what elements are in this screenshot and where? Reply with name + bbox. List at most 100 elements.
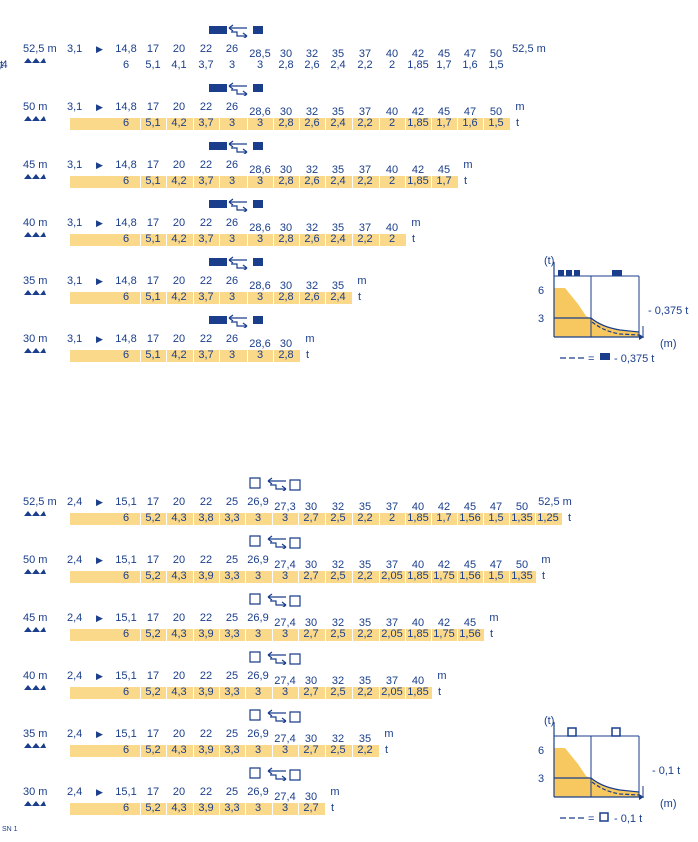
radius-header: 26 [225, 43, 239, 55]
cell-separator [219, 292, 220, 304]
capacity-value: 5,2 [145, 744, 161, 756]
cell-separator [405, 629, 406, 641]
radius-header: 37 [358, 106, 372, 118]
radius-header: 22 [199, 101, 213, 113]
radius-header: 17 [146, 612, 160, 624]
radius-header: 14,8 [115, 101, 137, 113]
capacity-band [70, 571, 536, 583]
radius-header: m [437, 670, 447, 682]
capacity-value: 3,7 [198, 59, 214, 71]
cell-separator [272, 513, 273, 525]
radius-header: 30 [304, 559, 318, 571]
unit-label: t [385, 744, 389, 756]
radius-header: 27,4 [274, 559, 296, 571]
capacity-band [70, 629, 484, 641]
cell-separator [483, 60, 484, 72]
jib-length: 52,5 m [23, 43, 57, 55]
capacity-value: 4,2 [171, 117, 187, 129]
cell-separator [457, 571, 458, 583]
capacity-value: 1,85 [407, 175, 429, 187]
capacity-band [70, 176, 458, 188]
radius-header: 20 [172, 217, 186, 229]
capacity-value: 2 [388, 233, 396, 245]
cell-separator [298, 571, 299, 583]
capacity-value: 2,6 [304, 117, 320, 129]
radius-header: 40 [385, 164, 399, 176]
capacity-value: 3 [228, 59, 236, 71]
graph-legend-eq: = [588, 353, 594, 365]
radius-header: 45 [463, 501, 477, 513]
radius-header: 37 [385, 559, 399, 571]
radius-header: 27,4 [274, 675, 296, 687]
cell-separator [140, 234, 141, 246]
capacity-value: 3 [228, 291, 236, 303]
graph-tick-6: 6 [538, 745, 544, 757]
radius-header: 30 [304, 675, 318, 687]
capacity-value: 5,1 [145, 175, 161, 187]
cell-separator [325, 292, 326, 304]
graph-x-unit: (m) [660, 338, 677, 350]
radius-header: 25 [225, 786, 239, 798]
capacity-value: 1,75 [433, 570, 455, 582]
arrow-right-icon: ▶ [96, 276, 103, 286]
capacity-value: 5,2 [145, 802, 161, 814]
cell-separator [379, 571, 380, 583]
radius-header: 14,8 [115, 333, 137, 345]
graph-y-unit: (t) [544, 255, 554, 267]
cell-separator [325, 687, 326, 699]
radius-header: 28,6 [249, 222, 271, 234]
radius-header: 40 [385, 48, 399, 60]
radius-header: 50 [489, 48, 503, 60]
capacity-value: 3,7 [198, 233, 214, 245]
hook-change-4-icon [249, 651, 301, 665]
capacity-value: 5,2 [145, 570, 161, 582]
capacity-value: 3,9 [198, 570, 214, 582]
cell-separator [431, 176, 432, 188]
jib-length: 45 m [23, 612, 48, 624]
capacity-value: 3,9 [198, 744, 214, 756]
min-radius: 2,4 [67, 554, 83, 566]
capacity-value: 3 [281, 512, 289, 524]
jib-lattice-icon [24, 569, 46, 574]
radius-header: 22 [199, 159, 213, 171]
radius-header: 26 [225, 217, 239, 229]
cell-separator [219, 513, 220, 525]
radius-header: 30 [279, 106, 293, 118]
jib-lattice-icon [24, 116, 46, 121]
cell-separator [431, 118, 432, 130]
unit-label: t [490, 628, 494, 640]
radius-header: 32 [305, 222, 319, 234]
graph-legend-label: - 0,1 t [614, 813, 642, 825]
radius-header: 50 [489, 106, 503, 118]
radius-header: 20 [172, 275, 186, 287]
cell-separator [166, 513, 167, 525]
cell-separator [193, 118, 194, 130]
capacity-value: 2,2 [357, 686, 373, 698]
radius-header: 35 [331, 48, 345, 60]
min-radius: 2,4 [67, 496, 83, 508]
capacity-value: 3 [256, 233, 264, 245]
cell-separator [166, 745, 167, 757]
cell-separator [325, 513, 326, 525]
capacity-value: 3 [281, 744, 289, 756]
radius-header: 37 [385, 617, 399, 629]
unit-label: t [568, 512, 572, 524]
hook-change-double-icon [209, 82, 263, 96]
capacity-value: 3 [254, 570, 262, 582]
cell-separator [405, 60, 406, 72]
radius-header: 40 [385, 222, 399, 234]
capacity-value: 3 [281, 628, 289, 640]
cell-separator [193, 60, 194, 72]
capacity-value: 3,3 [224, 570, 240, 582]
jib-length: 35 m [23, 728, 48, 740]
capacity-value: 4,1 [171, 59, 187, 71]
cell-separator [325, 629, 326, 641]
cell-separator [219, 234, 220, 246]
capacity-value: 3 [281, 802, 289, 814]
capacity-value: 4,3 [171, 744, 187, 756]
hook-change-double-icon [209, 314, 263, 328]
capacity-value: 2,8 [278, 117, 294, 129]
radius-header: 22 [199, 333, 213, 345]
capacity-value: 6 [122, 570, 130, 582]
cell-separator [166, 687, 167, 699]
